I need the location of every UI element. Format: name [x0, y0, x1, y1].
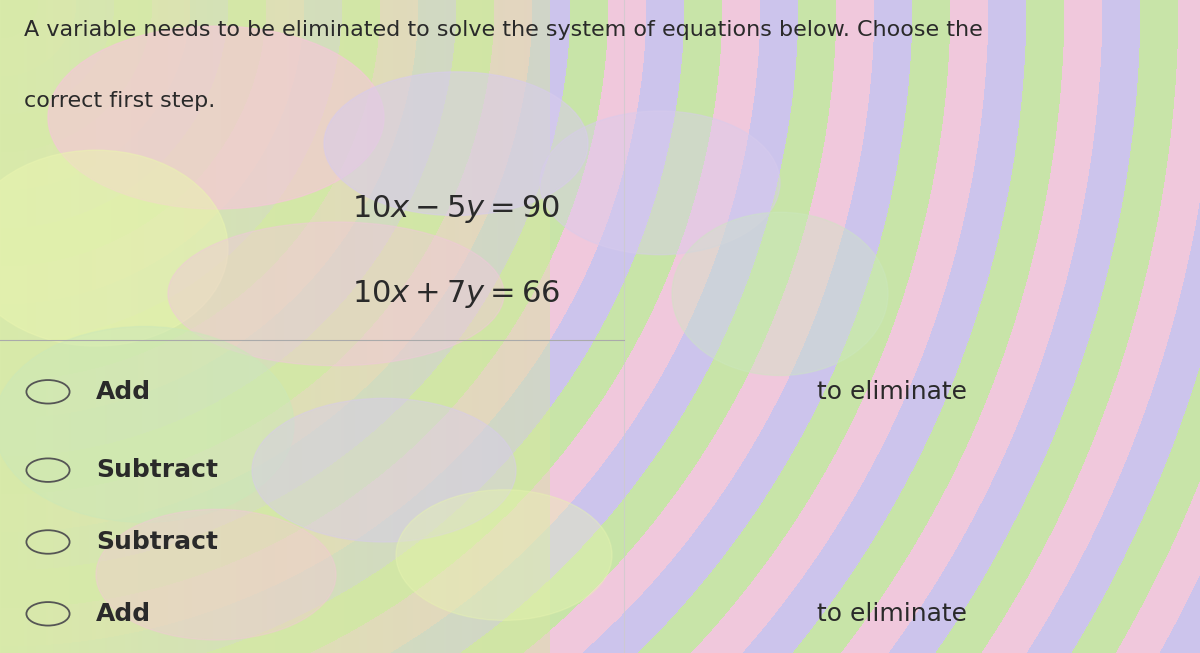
Ellipse shape — [96, 509, 336, 640]
Text: Add: Add — [96, 380, 151, 404]
Text: $10x + 7y = 66$: $10x + 7y = 66$ — [352, 278, 560, 310]
Ellipse shape — [672, 212, 888, 375]
Ellipse shape — [48, 26, 384, 209]
Text: Add: Add — [96, 602, 151, 626]
Ellipse shape — [396, 490, 612, 620]
Ellipse shape — [540, 111, 780, 255]
Text: to eliminate: to eliminate — [809, 380, 974, 404]
Ellipse shape — [0, 150, 228, 346]
Ellipse shape — [0, 326, 294, 522]
Text: to eliminate: to eliminate — [809, 602, 974, 626]
Ellipse shape — [252, 398, 516, 542]
Text: Subtract: Subtract — [96, 458, 218, 482]
Ellipse shape — [168, 222, 504, 366]
Text: A variable needs to be eliminated to solve the system of equations below. Choose: A variable needs to be eliminated to sol… — [24, 20, 983, 40]
Ellipse shape — [324, 72, 588, 215]
Text: correct first step.: correct first step. — [24, 91, 215, 112]
Text: Subtract: Subtract — [96, 530, 218, 554]
Text: $10x - 5y = 90$: $10x - 5y = 90$ — [352, 193, 560, 225]
